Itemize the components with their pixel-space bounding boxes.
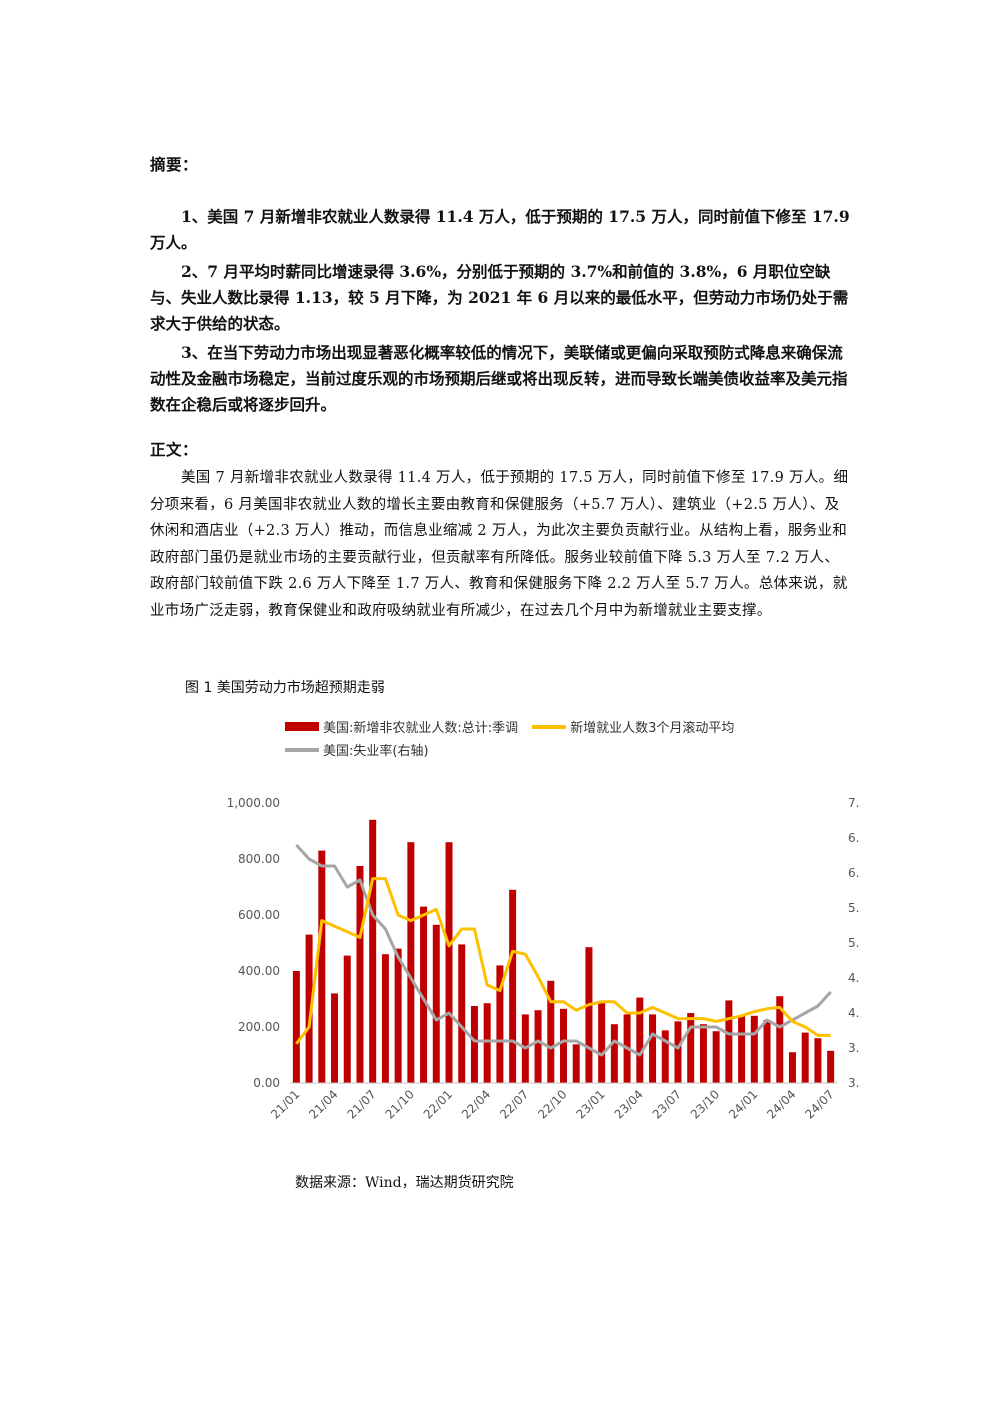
bar [509,889,517,1083]
bar [356,866,364,1083]
bar [292,971,300,1083]
bar [636,997,644,1083]
bar [343,955,351,1083]
right-axis-tick-label: 3.00 [848,1076,860,1090]
bar [407,842,415,1083]
bar [814,1038,822,1083]
bar [699,1024,707,1083]
x-axis-tick-label: 24/04 [764,1087,798,1121]
x-axis-tick-label: 23/07 [650,1087,684,1121]
body-paragraph: 美国 7 月新增非农就业人数录得 11.4 万人，低于预期的 17.5 万人，同… [150,470,849,619]
bar [649,1014,657,1083]
legend-swatch-unemp [285,747,319,752]
x-axis-tick-label: 22/01 [421,1087,455,1121]
bar [776,996,784,1083]
bar [534,1010,542,1083]
bar [725,1000,733,1083]
summary-point-1: 1、美国 7 月新增非农就业人数录得 11.4 万人，低于预期的 17.5 万人… [150,207,850,252]
bar [585,947,593,1083]
legend-swatch-bar [285,722,319,731]
figure-source: 数据来源：Wind，瑞达期货研究院 [295,1175,514,1191]
body-heading: 正文： [150,440,199,459]
right-axis-tick-label: 4.00 [848,1006,860,1020]
bar [381,954,389,1083]
bar [445,842,453,1083]
employment-chart: 1,000.00 800.00 600.00 400.00 200.00 0.00 7.00… [227,796,860,1122]
bar [572,1044,580,1083]
x-axis-tick-label: 23/04 [612,1087,646,1121]
right-axis-tick-label: 5.00 [848,936,860,950]
summary-point-2: 2、7 月平均时薪同比增速录得 3.6%，分别低于预期的 3.7%和前值的 3.… [150,262,849,333]
left-axis-tick-label: 0.00 [253,1076,280,1090]
bar [496,965,504,1083]
figure-title: 图 1 美国劳动力市场超预期走弱 [185,680,385,696]
left-axis-tick-label: 200.00 [238,1020,280,1034]
summary-point-3: 3、在当下劳动力市场出现显著恶化概率较低的情况下，美联储或更偏向采取预防式降息来… [150,343,848,414]
x-axis-tick-label: 24/01 [726,1087,760,1121]
bar [560,1008,567,1083]
bar [547,980,555,1083]
right-axis-tick-label: 4.50 [848,971,860,985]
bar [318,850,326,1083]
left-axis-tick-label: 800.00 [238,852,280,866]
legend-label-bar: 美国:新增非农就业人数:总计:季调 [323,721,519,736]
x-axis-tick-label: 23/10 [688,1087,722,1121]
bar [674,1021,682,1083]
bar [470,1006,478,1083]
x-axis-tick-label: 21/01 [268,1087,302,1121]
x-axis-tick-label: 21/10 [383,1087,417,1121]
bar [750,1015,758,1083]
bar [331,993,339,1083]
bar [598,1003,606,1083]
rolling-average-line [295,877,831,1045]
bar [661,1030,669,1083]
bar [712,1031,720,1083]
unemployment-rate-line [295,843,832,1057]
x-axis-tick-label: 22/07 [497,1087,531,1121]
left-axis-tick-label: 1,000.00 [227,796,280,810]
x-axis-tick-label: 24/07 [802,1087,836,1121]
bar [432,924,440,1083]
x-axis-tick-label: 21/07 [344,1087,378,1121]
legend-row-1: 美国:新增非农就业人数:总计:季调 新增就业人数3个月滚动平均 [285,717,734,736]
bar [687,1013,695,1083]
right-axis-tick-label: 7.00 [848,796,860,810]
bar [394,948,402,1083]
right-axis-tick-label: 6.50 [848,831,860,845]
legend-swatch-avg [532,724,567,729]
right-axis-tick-label: 3.50 [848,1041,860,1055]
bar [788,1052,796,1083]
legend-row-2: 美国:失业率(右轴) [285,740,429,759]
left-axis-tick-label: 600.00 [238,908,280,922]
bar [458,944,466,1083]
bar [801,1032,809,1083]
summary-heading: 摘要： [150,155,199,174]
body-text: 美国 7 月新增非农就业人数录得 11.4 万人，低于预期的 17.5 万人，同… [150,465,850,624]
x-axis-tick-label: 23/01 [573,1087,607,1121]
x-axis-tick-label: 21/04 [306,1087,340,1121]
bar [763,1020,771,1083]
right-axis-tick-label: 6.00 [848,866,860,880]
bar [483,1003,491,1083]
summary-points: 1、美国 7 月新增非农就业人数录得 11.4 万人，低于预期的 17.5 万人… [150,204,850,421]
left-axis-tick-label: 400.00 [238,964,280,978]
bar [610,1024,618,1083]
legend-label-avg: 新增就业人数3个月滚动平均 [570,721,735,736]
bar [420,906,428,1083]
bar [738,1015,746,1083]
right-axis-tick-label: 5.50 [848,901,860,915]
bar [305,934,313,1083]
bar [369,819,377,1083]
legend-label-unemp: 美国:失业率(右轴) [323,744,429,759]
x-axis-tick-label: 22/04 [459,1087,493,1121]
x-axis-tick-label: 22/10 [535,1087,569,1121]
bar [827,1050,835,1083]
